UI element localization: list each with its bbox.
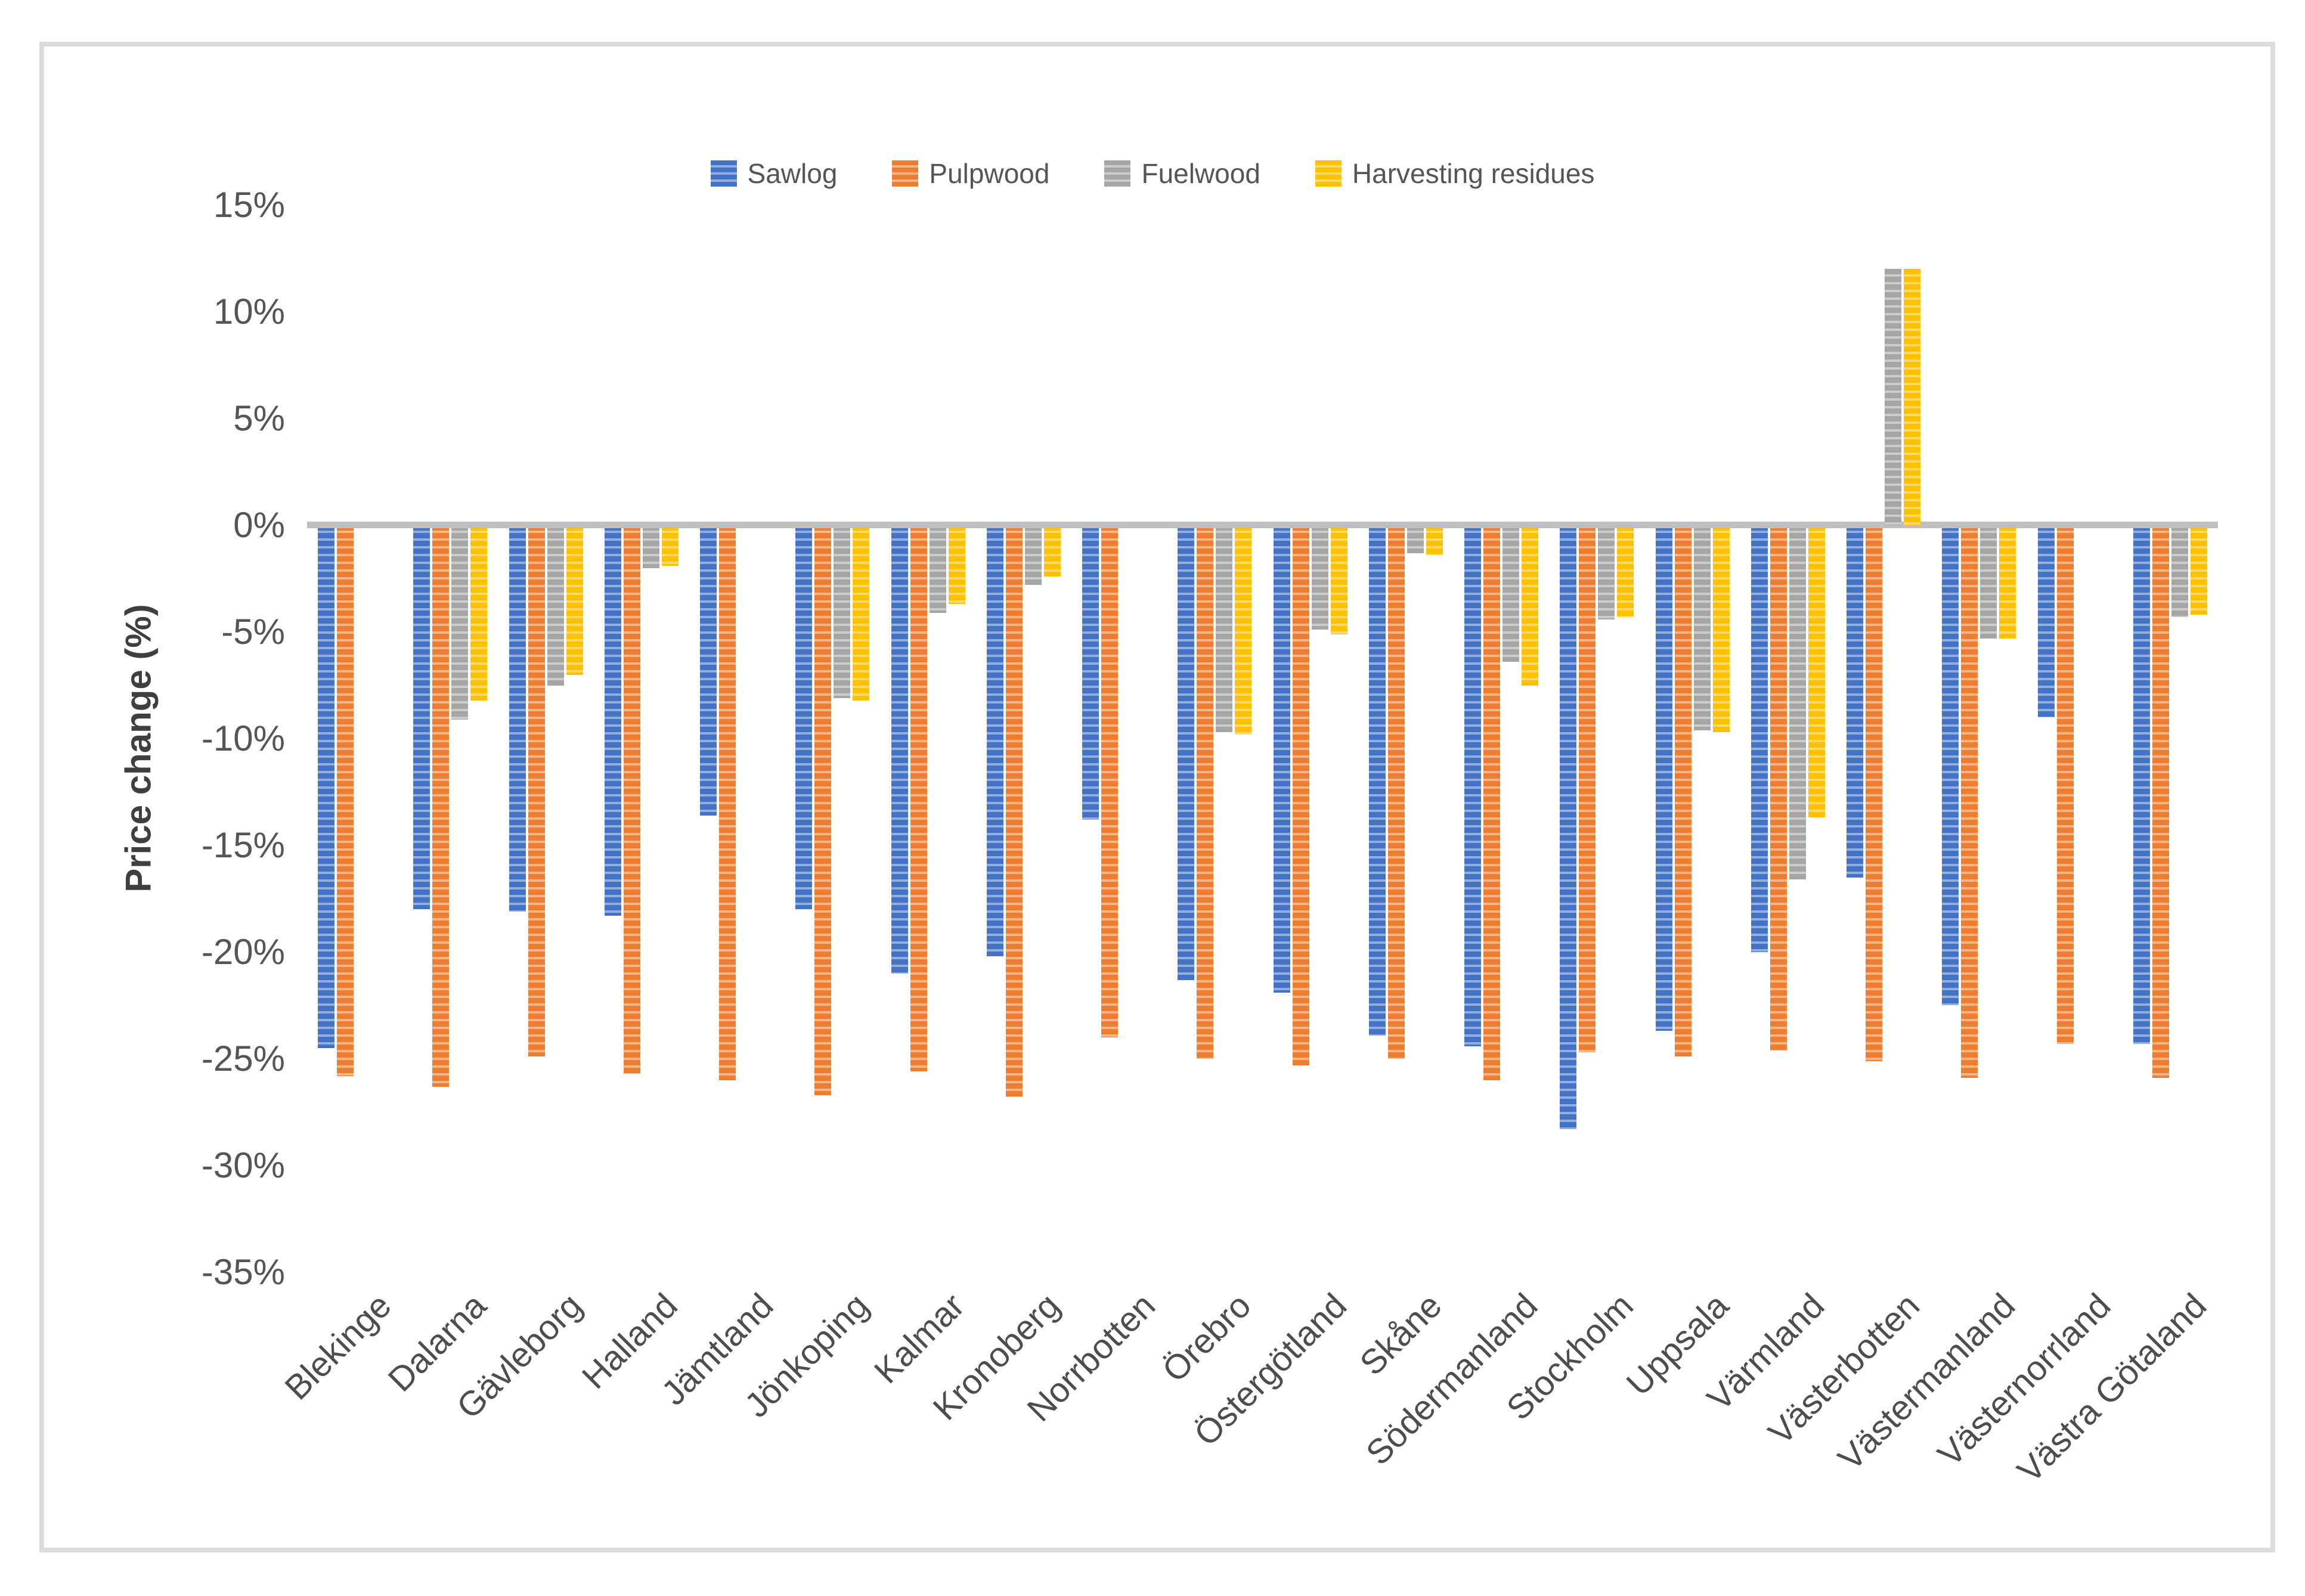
bar-pulpwood-uppsala: [1675, 525, 1691, 1056]
y-tick--10: -10%: [201, 718, 285, 758]
bar-fuelwood-v-sterbotten: [1885, 269, 1901, 525]
bar-pulpwood-kalmar: [910, 525, 927, 1071]
bar-harvesting-residues-v-stra-g-taland: [2191, 525, 2207, 615]
bar-fuelwood-v-stra-g-taland: [2171, 525, 2188, 617]
bar-sawlog-s-dermanland: [1464, 525, 1481, 1046]
bar-sawlog-g-vleborg: [509, 525, 526, 912]
bar-sawlog-norrbotten: [1082, 525, 1099, 820]
bar-sawlog-sterg-tland: [1274, 525, 1290, 993]
legend-item-harvesting-residues: Harvesting residues: [1315, 158, 1595, 189]
bar-pulpwood-rebro: [1197, 525, 1213, 1059]
bar-fuelwood-j-nkoping: [834, 525, 850, 698]
y-tick-10: 10%: [213, 292, 285, 331]
y-tick--25: -25%: [201, 1039, 285, 1079]
legend-label-harvesting-residues: Harvesting residues: [1352, 158, 1595, 189]
bar-pulpwood-j-mtland: [719, 525, 736, 1080]
bar-harvesting-residues-v-sterbotten: [1904, 269, 1920, 525]
bar-fuelwood-v-stermanland: [1980, 525, 1997, 639]
bar-harvesting-residues-stockholm: [1617, 525, 1634, 617]
y-tick-5: 5%: [233, 398, 285, 438]
bar-harvesting-residues-kalmar: [949, 525, 965, 604]
bar-pulpwood-j-nkoping: [814, 525, 831, 1095]
bar-sawlog-v-rmland: [1751, 525, 1768, 952]
bar-fuelwood-g-vleborg: [547, 525, 564, 686]
bar-sawlog-dalarna: [413, 525, 430, 909]
bar-sawlog-v-stra-g-taland: [2133, 525, 2150, 1044]
bar-harvesting-residues-uppsala: [1713, 525, 1730, 732]
chart-border: [39, 42, 2275, 1552]
bar-pulpwood-norrbotten: [1101, 525, 1118, 1037]
legend-item-pulpwood: Pulpwood: [892, 160, 1049, 187]
legend-label-pulpwood: Pulpwood: [929, 158, 1050, 189]
bar-harvesting-residues-rebro: [1235, 525, 1251, 735]
bar-sawlog-v-sterbotten: [1847, 525, 1863, 878]
bar-fuelwood-kronoberg: [1025, 525, 1042, 585]
legend-swatch-sawlog: [710, 160, 737, 187]
bar-fuelwood-s-dermanland: [1502, 525, 1519, 662]
legend-swatch-harvesting-residues: [1315, 160, 1342, 187]
y-tick-0: 0%: [233, 505, 285, 545]
bar-pulpwood-sterg-tland: [1293, 525, 1309, 1065]
bar-pulpwood-stockholm: [1579, 525, 1595, 1052]
bar-fuelwood-kalmar: [930, 525, 946, 613]
bar-sawlog-v-sternorrland: [2038, 525, 2055, 717]
bar-fuelwood-halland: [643, 525, 659, 568]
bar-pulpwood-v-rmland: [1770, 525, 1787, 1050]
y-tick--30: -30%: [201, 1145, 285, 1185]
bar-sawlog-blekinge: [318, 525, 334, 1048]
bar-sawlog-uppsala: [1656, 525, 1672, 1031]
bar-harvesting-residues-j-nkoping: [853, 525, 869, 701]
legend-swatch-fuelwood: [1104, 160, 1131, 187]
legend-item-sawlog: Sawlog: [710, 158, 838, 189]
bar-pulpwood-kronoberg: [1006, 525, 1023, 1097]
bar-harvesting-residues-s-dermanland: [1522, 525, 1538, 686]
y-tick--35: -35%: [201, 1252, 285, 1292]
bar-harvesting-residues-v-stermanland: [1999, 525, 2016, 639]
bar-fuelwood-v-rmland: [1789, 525, 1806, 879]
bar-sawlog-kronoberg: [987, 525, 1003, 956]
bar-pulpwood-v-stra-g-taland: [2152, 525, 2169, 1078]
bar-harvesting-residues-dalarna: [470, 525, 487, 701]
bar-pulpwood-g-vleborg: [528, 525, 545, 1056]
legend-swatch-pulpwood: [892, 160, 919, 187]
y-tick--20: -20%: [201, 932, 285, 972]
y-tick-15: 15%: [213, 185, 285, 225]
bar-pulpwood-sk-ne: [1388, 525, 1405, 1059]
bar-fuelwood-dalarna: [451, 525, 468, 720]
y-tick--5: -5%: [221, 612, 285, 652]
bar-sawlog-kalmar: [891, 525, 908, 974]
legend-label-fuelwood: Fuelwood: [1141, 158, 1260, 189]
bar-fuelwood-sk-ne: [1407, 525, 1424, 553]
bar-harvesting-residues-halland: [662, 525, 679, 566]
legend-item-fuelwood: Fuelwood: [1104, 160, 1260, 187]
bar-harvesting-residues-g-vleborg: [566, 525, 583, 675]
bar-sawlog-stockholm: [1560, 525, 1576, 1129]
bar-sawlog-v-stermanland: [1942, 525, 1959, 1005]
bar-sawlog-j-nkoping: [795, 525, 812, 909]
bar-harvesting-residues-sterg-tland: [1331, 525, 1347, 634]
y-tick--15: -15%: [201, 825, 285, 865]
bar-fuelwood-stockholm: [1598, 525, 1615, 619]
legend: Sawlog Pulpwood Fuelwood Harvesting residue…: [0, 160, 2305, 187]
bar-pulpwood-v-sternorrland: [2057, 525, 2074, 1044]
zero-axis-line: [307, 522, 2218, 528]
bar-pulpwood-blekinge: [337, 525, 354, 1076]
bar-pulpwood-v-stermanland: [1961, 525, 1978, 1078]
bar-pulpwood-halland: [624, 525, 640, 1074]
bar-sawlog-j-mtland: [700, 525, 717, 816]
bar-fuelwood-uppsala: [1694, 525, 1711, 730]
bar-sawlog-halland: [605, 525, 621, 916]
bar-pulpwood-s-dermanland: [1483, 525, 1500, 1080]
bar-harvesting-residues-kronoberg: [1044, 525, 1061, 577]
bar-harvesting-residues-v-rmland: [1808, 525, 1825, 817]
bar-fuelwood-rebro: [1216, 525, 1232, 732]
bar-fuelwood-sterg-tland: [1312, 525, 1328, 630]
bar-pulpwood-dalarna: [432, 525, 449, 1087]
bar-sawlog-rebro: [1178, 525, 1194, 980]
bar-harvesting-residues-sk-ne: [1426, 525, 1443, 555]
legend-label-sawlog: Sawlog: [747, 158, 838, 189]
bar-sawlog-sk-ne: [1369, 525, 1386, 1036]
bar-pulpwood-v-sterbotten: [1866, 525, 1882, 1061]
